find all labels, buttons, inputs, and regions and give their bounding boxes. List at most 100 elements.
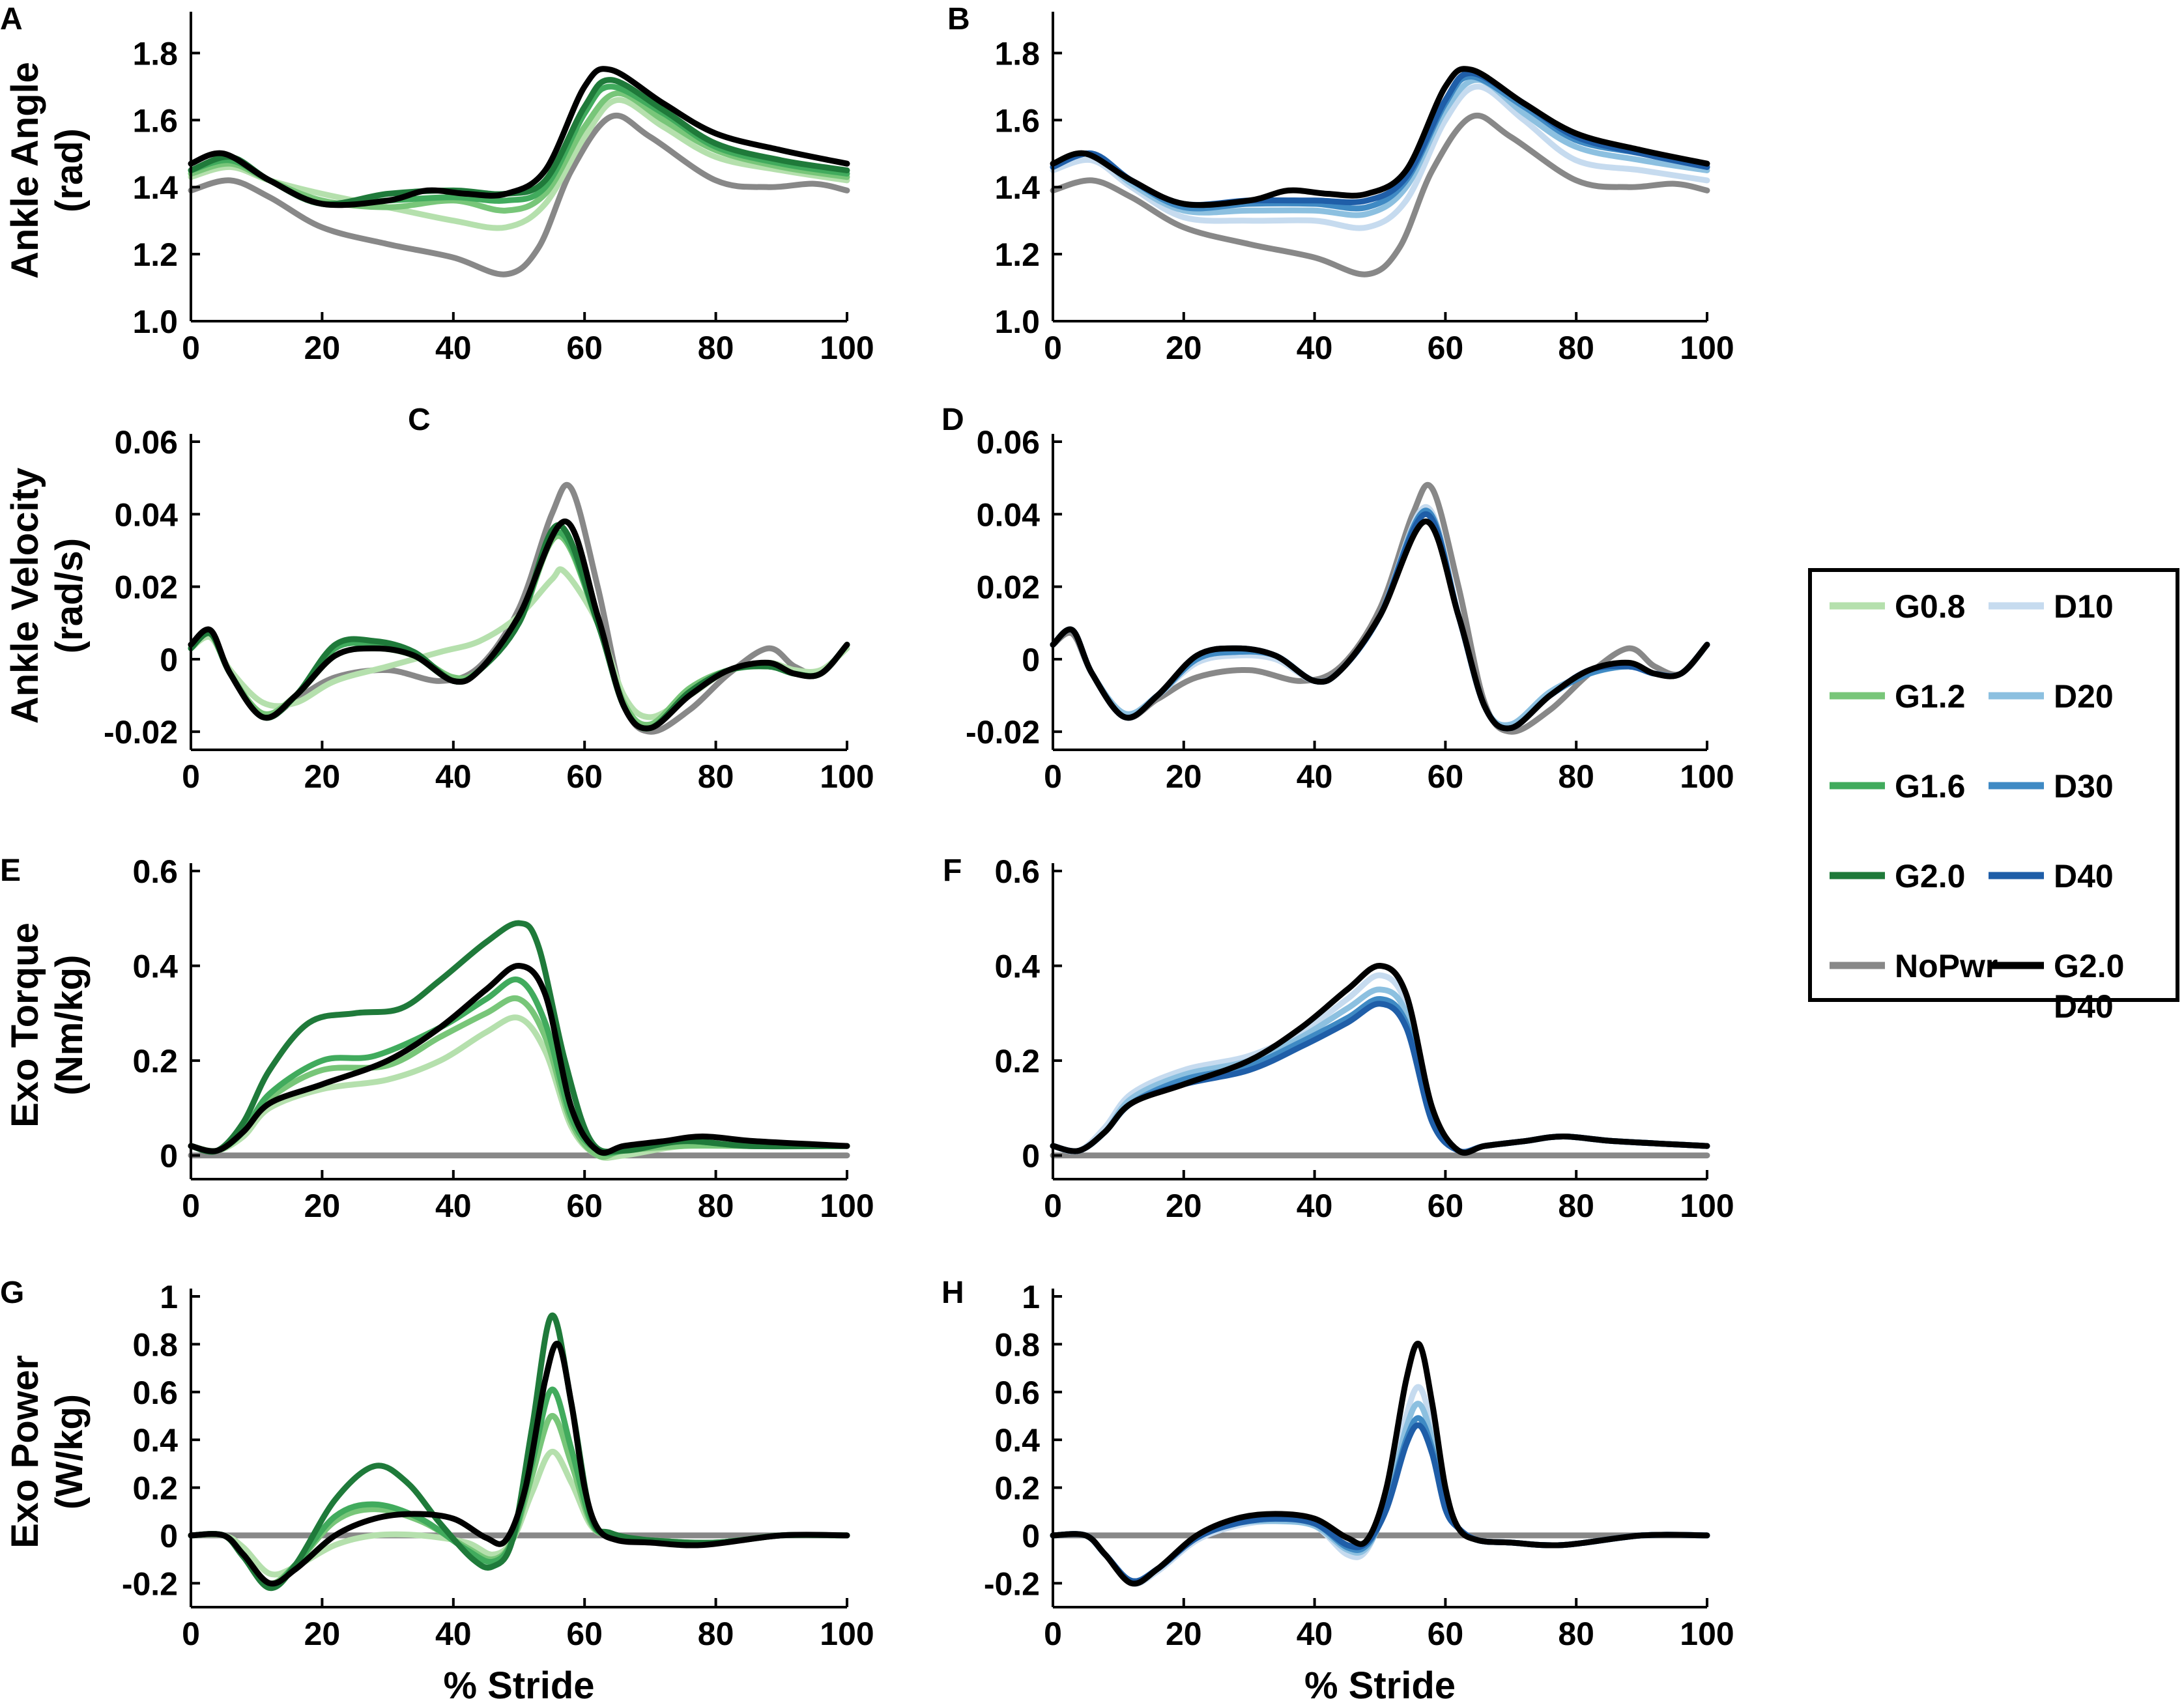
series-group <box>188 66 850 278</box>
x-tick-label: 100 <box>1680 1616 1734 1652</box>
y-tick-label: 0 <box>160 642 178 678</box>
x-tick-label: 40 <box>435 330 472 366</box>
series-group <box>188 1312 850 1592</box>
x-tick-label: 100 <box>1680 330 1734 366</box>
x-tick-label: 0 <box>182 1616 200 1652</box>
x-tick-label: 80 <box>698 1188 734 1224</box>
legend-entry-d20: D20 <box>1989 678 2114 715</box>
x-tick-label: 60 <box>566 758 603 795</box>
series-group <box>188 920 850 1161</box>
x-tick-label: 60 <box>566 1188 603 1224</box>
y-tick-label: 1 <box>160 1279 178 1315</box>
y-axis-unit-label: (rad/s) <box>48 538 91 653</box>
series-line-d30 <box>1050 1415 1710 1584</box>
x-tick-label: 20 <box>304 1188 341 1224</box>
x-tick-label: 40 <box>1297 758 1333 795</box>
series-line-g2-0-d40 <box>188 963 850 1156</box>
x-tick-label: 60 <box>1428 1616 1464 1652</box>
series-line-d10 <box>1050 1384 1710 1587</box>
series-line-g2-0-d40 <box>188 66 850 208</box>
series-line-g1-6 <box>188 1386 850 1589</box>
y-tick-label: 0.6 <box>132 853 178 890</box>
y-tick-label: 0.2 <box>132 1043 178 1079</box>
legend-entry-d30: D30 <box>1989 768 2114 805</box>
legend-label: G0.8 <box>1895 588 1965 625</box>
series-line-g2-0-d40 <box>1050 518 1710 732</box>
y-axis-label: Ankle Velocity <box>4 468 46 724</box>
series-line-nopwr <box>188 481 850 735</box>
x-tick-label: 0 <box>1044 1616 1062 1652</box>
y-tick-label: 0.06 <box>115 424 178 461</box>
y-tick-label: 1.2 <box>994 236 1040 273</box>
series-line-g1-6 <box>188 976 850 1157</box>
series-line-g2-0-d40 <box>1050 1340 1710 1587</box>
x-tick-label: 60 <box>566 330 603 366</box>
x-tick-label: 0 <box>182 758 200 795</box>
y-axis-unit-label: (Nm/kg) <box>48 955 91 1096</box>
y-tick-label: 0.2 <box>132 1470 178 1507</box>
x-tick-label: 40 <box>435 1616 472 1652</box>
legend-entry-nopwr: NoPwr <box>1830 948 1998 984</box>
series-group <box>1050 1340 1710 1587</box>
x-tick-label: 80 <box>1558 1616 1594 1652</box>
series-line-g0-8 <box>188 566 850 721</box>
y-tick-label: 1.4 <box>994 169 1040 206</box>
x-axis-label: % Stride <box>443 1664 594 1699</box>
y-axis-label: Exo Power <box>4 1355 46 1549</box>
y-tick-label: 0 <box>1022 1518 1040 1554</box>
y-tick-label: 0.4 <box>994 1422 1040 1459</box>
x-tick-label: 100 <box>820 330 874 366</box>
y-tick-label: -0.02 <box>104 714 178 750</box>
x-tick-label: 40 <box>435 1188 472 1224</box>
legend-label: NoPwr <box>1895 948 1998 984</box>
panel-e: 0 20 40 60 80 100 0 0.2 0.4 0.6 Exo Torque (Nm/kg) E <box>0 853 874 1224</box>
series-line-d20 <box>1050 986 1710 1156</box>
x-tick-label: 0 <box>1044 1188 1062 1224</box>
series-line-d20 <box>1050 77 1710 218</box>
series-group <box>188 481 850 735</box>
series-group <box>1050 963 1710 1159</box>
legend-label: D20 <box>2054 678 2114 715</box>
y-tick-label: -0.2 <box>984 1565 1040 1602</box>
y-tick-label: 1.8 <box>132 35 178 72</box>
x-tick-label: 80 <box>1558 330 1594 366</box>
x-tick-label: 20 <box>304 330 341 366</box>
legend-entry-g0-8: G0.8 <box>1830 588 1965 625</box>
y-tick-label: 0 <box>160 1518 178 1554</box>
panel-letter: G <box>0 1276 24 1310</box>
y-tick-label: 0.6 <box>994 1375 1040 1411</box>
x-tick-label: 20 <box>1166 1616 1202 1652</box>
y-tick-label: 0.6 <box>994 853 1040 890</box>
legend-label: D40 <box>2054 858 2114 894</box>
legend-entry-g2-0: G2.0 <box>1830 858 1965 894</box>
y-tick-label: 0.06 <box>977 424 1040 461</box>
y-axis-label: Ankle Angle <box>4 62 46 279</box>
series-line-d20 <box>1050 1401 1710 1584</box>
series-line-nopwr <box>188 112 850 278</box>
y-tick-label: 0.2 <box>994 1470 1040 1507</box>
x-tick-label: 60 <box>566 1616 603 1652</box>
series-line-g2-0-d40 <box>1050 963 1710 1156</box>
series-line-g2-0-d40 <box>188 1340 850 1587</box>
x-tick-label: 0 <box>1044 330 1062 366</box>
y-tick-label: -0.2 <box>122 1565 178 1602</box>
x-tick-label: 40 <box>1297 330 1333 366</box>
panel-letter: E <box>0 853 21 888</box>
panel-b: 0 20 40 60 80 100 1.0 1.2 1.4 1.6 1.8 B <box>947 2 1734 366</box>
x-tick-label: 100 <box>820 1188 874 1224</box>
y-axis-unit-label: (W/kg) <box>48 1394 91 1509</box>
x-axis-label: % Stride <box>1304 1664 1456 1699</box>
y-tick-label: 0.4 <box>132 1422 178 1459</box>
y-tick-label: 0.4 <box>132 949 178 985</box>
x-tick-label: 0 <box>182 330 200 366</box>
x-tick-label: 80 <box>698 1616 734 1652</box>
series-line-g2-0 <box>188 1312 850 1592</box>
x-tick-label: 100 <box>820 758 874 795</box>
x-tick-label: 0 <box>182 1188 200 1224</box>
legend-label: G1.6 <box>1895 768 1965 805</box>
x-tick-label: 100 <box>1680 758 1734 795</box>
